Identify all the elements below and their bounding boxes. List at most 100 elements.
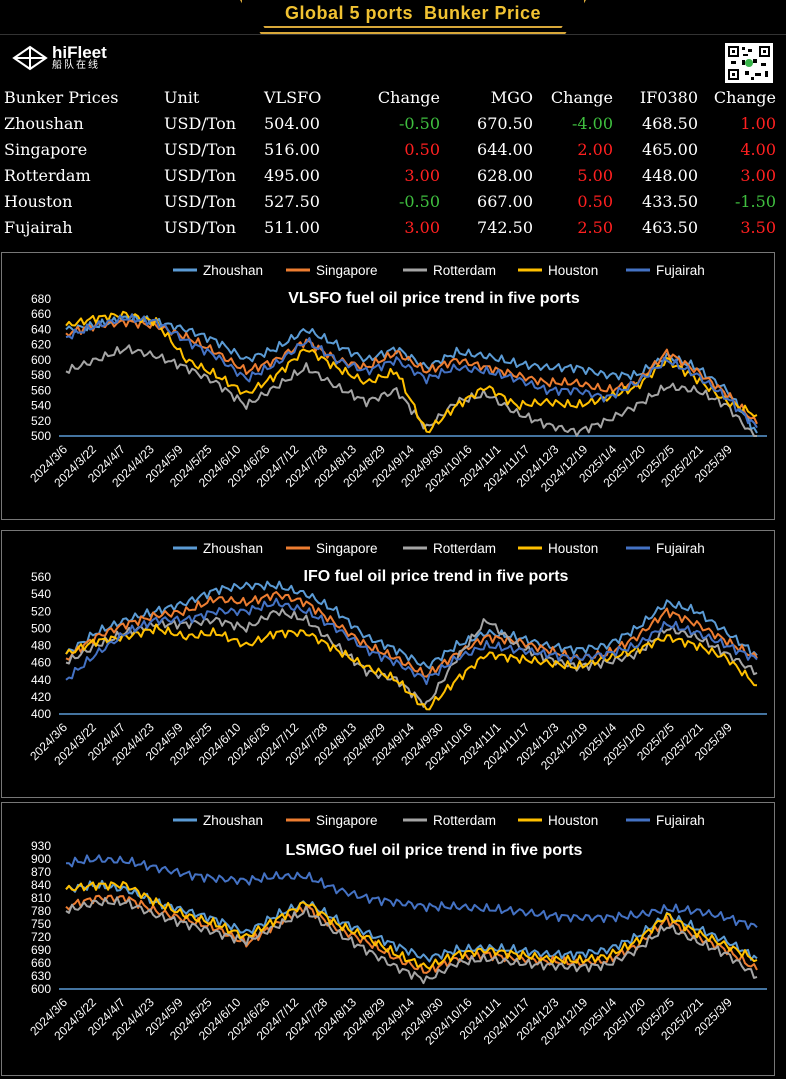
series-line-singapore bbox=[65, 591, 758, 678]
ifo-chart: Zhoushan Singapore Rotterdam Houston Fujaira… bbox=[27, 541, 767, 773]
header-mgo: MGO bbox=[490, 87, 533, 107]
header-vlsfo: VLSFO bbox=[264, 87, 322, 107]
legend-item-zhoushan: Zhoushan bbox=[173, 263, 263, 278]
series-line-houston bbox=[65, 310, 758, 434]
y-tick-label: 500 bbox=[31, 429, 51, 443]
legend-item-houston: Houston bbox=[518, 541, 598, 556]
y-tick-label: 420 bbox=[31, 690, 51, 704]
legend-item-singapore: Singapore bbox=[286, 541, 378, 556]
y-tick-label: 600 bbox=[31, 982, 51, 996]
legend-label: Fujairah bbox=[656, 263, 705, 278]
legend-item-singapore: Singapore bbox=[286, 263, 378, 278]
header-mgo-change: Change bbox=[550, 87, 613, 107]
legend-label: Rotterdam bbox=[433, 813, 496, 828]
chart-title: LSMGO fuel oil price trend in five ports bbox=[286, 842, 583, 859]
legend-label: Houston bbox=[548, 263, 598, 278]
cell-vlsfo-change: 3.00 bbox=[404, 165, 440, 185]
y-tick-label: 480 bbox=[31, 639, 51, 653]
y-tick-label: 460 bbox=[31, 656, 51, 670]
series-line-fujairah bbox=[66, 854, 758, 930]
legend-item-rotterdam: Rotterdam bbox=[403, 263, 496, 278]
legend-item-houston: Houston bbox=[518, 813, 598, 828]
cell-port: Singapore bbox=[4, 139, 88, 159]
y-tick-label: 560 bbox=[31, 570, 51, 584]
table-row: Houston USD/Ton 527.50 -0.50 667.00 0.50 433.5… bbox=[0, 188, 776, 214]
y-tick-label: 440 bbox=[31, 673, 51, 687]
lsmgo-chart-panel: Zhoushan Singapore Rotterdam Houston Fujaira… bbox=[1, 802, 775, 1076]
header-divider bbox=[0, 34, 786, 35]
cell-mgo-change: 0.50 bbox=[577, 191, 613, 211]
legend-label: Singapore bbox=[316, 813, 378, 828]
cell-mgo: 644.00 bbox=[477, 139, 533, 159]
cell-ifo-change: 1.00 bbox=[740, 113, 776, 133]
qr-code-icon bbox=[725, 43, 773, 83]
y-tick-label: 660 bbox=[31, 956, 51, 970]
y-tick-label: 690 bbox=[31, 943, 51, 957]
series-line-houston bbox=[65, 623, 758, 711]
cell-ifo-change: 3.00 bbox=[740, 165, 776, 185]
y-tick-label: 630 bbox=[31, 969, 51, 983]
legend-item-singapore: Singapore bbox=[286, 813, 378, 828]
cell-unit: USD/Ton bbox=[164, 139, 237, 159]
y-tick-label: 540 bbox=[31, 399, 51, 413]
y-tick-label: 500 bbox=[31, 621, 51, 635]
table-row: Fujairah USD/Ton 511.00 3.00 742.50 2.50 463.5… bbox=[0, 214, 776, 240]
series-line-fujairah bbox=[65, 313, 758, 429]
legend-label: Fujairah bbox=[656, 541, 705, 556]
legend-item-fujairah: Fujairah bbox=[626, 263, 705, 278]
cell-mgo-change: 2.00 bbox=[577, 139, 613, 159]
cell-ifo: 448.00 bbox=[642, 165, 698, 185]
cell-vlsfo: 504.00 bbox=[264, 113, 320, 133]
legend-item-rotterdam: Rotterdam bbox=[403, 541, 496, 556]
y-tick-label: 660 bbox=[31, 307, 51, 321]
legend-label: Rotterdam bbox=[433, 263, 496, 278]
cell-unit: USD/Ton bbox=[164, 113, 237, 133]
table-row: Zhoushan USD/Ton 504.00 -0.50 670.50 -4.00 468… bbox=[0, 110, 776, 136]
series-line-rotterdam bbox=[65, 608, 758, 708]
header-ifo380: IF0380 bbox=[639, 87, 698, 107]
cell-mgo-change: 2.50 bbox=[577, 217, 613, 237]
cell-vlsfo-change: -0.50 bbox=[398, 113, 440, 133]
bunker-price-table: Bunker Prices Unit VLSFO Change MGO Chan… bbox=[0, 84, 776, 240]
legend-label: Houston bbox=[548, 541, 598, 556]
vlsfo-chart-panel: Zhoushan Singapore Rotterdam Houston Fujaira… bbox=[1, 252, 775, 520]
table-row: Rotterdam USD/Ton 495.00 3.00 628.00 5.00 448.… bbox=[0, 162, 776, 188]
cell-vlsfo: 516.00 bbox=[264, 139, 320, 159]
legend-label: Fujairah bbox=[656, 813, 705, 828]
cell-unit: USD/Ton bbox=[164, 165, 237, 185]
cell-mgo: 670.50 bbox=[477, 113, 533, 133]
y-tick-label: 520 bbox=[31, 604, 51, 618]
y-tick-label: 600 bbox=[31, 353, 51, 367]
cell-ifo-change: 3.50 bbox=[740, 217, 776, 237]
series-line-fujairah bbox=[65, 597, 758, 686]
cell-vlsfo-change: 0.50 bbox=[404, 139, 440, 159]
y-tick-label: 640 bbox=[31, 322, 51, 336]
y-tick-label: 520 bbox=[31, 414, 51, 428]
series-line-rotterdam bbox=[65, 344, 757, 437]
cell-ifo: 465.00 bbox=[642, 139, 698, 159]
cell-ifo-change: 4.00 bbox=[740, 139, 776, 159]
cell-mgo-change: 5.00 bbox=[577, 165, 613, 185]
cell-vlsfo: 527.50 bbox=[264, 191, 320, 211]
header-unit: Unit bbox=[164, 87, 200, 107]
y-tick-label: 720 bbox=[31, 930, 51, 944]
header-vlsfo-change: Change bbox=[377, 87, 440, 107]
y-tick-label: 400 bbox=[31, 707, 51, 721]
series-line-rotterdam bbox=[65, 896, 758, 985]
legend-label: Zhoushan bbox=[203, 813, 263, 828]
cell-port: Rotterdam bbox=[4, 165, 91, 185]
y-tick-label: 810 bbox=[31, 891, 51, 905]
vlsfo-chart: Zhoushan Singapore Rotterdam Houston Fujaira… bbox=[27, 263, 767, 495]
y-tick-label: 680 bbox=[31, 292, 51, 306]
legend-item-zhoushan: Zhoushan bbox=[173, 541, 263, 556]
logo-subtitle: 船队在线 bbox=[52, 60, 100, 71]
cell-unit: USD/Ton bbox=[164, 191, 237, 211]
y-tick-label: 900 bbox=[31, 852, 51, 866]
logo: hiFleet 船队在线 bbox=[12, 44, 107, 71]
legend-label: Singapore bbox=[316, 263, 378, 278]
logo-text: hiFleet 船队在线 bbox=[52, 44, 107, 71]
legend-item-zhoushan: Zhoushan bbox=[173, 813, 263, 828]
cell-ifo: 433.50 bbox=[642, 191, 698, 211]
cell-ifo: 468.50 bbox=[642, 113, 698, 133]
cell-vlsfo-change: 3.00 bbox=[404, 217, 440, 237]
